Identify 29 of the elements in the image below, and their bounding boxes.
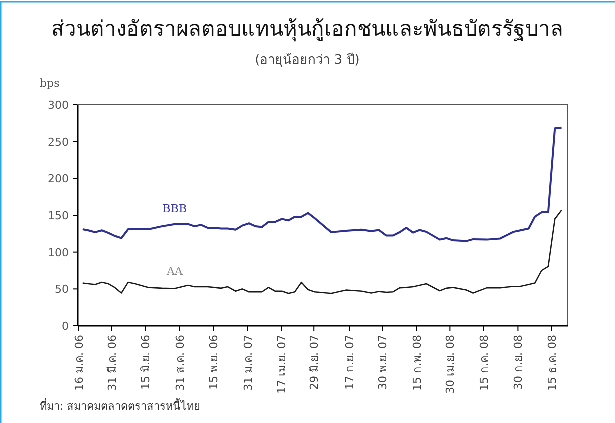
- x-tick-label: 30 เม.ย. 08: [444, 335, 458, 394]
- y-tick-label: 100: [48, 246, 69, 260]
- text: ที่มา: สมาคมตลาดตราสารหนี้ไทย: [40, 398, 200, 413]
- y-axis-title: bps: [40, 77, 60, 90]
- x-tick-label: 17 เม.ย. 07: [276, 335, 289, 394]
- line-series: [82, 126, 563, 242]
- x-tick-label: 15 ก.ค. 08: [478, 335, 491, 391]
- x-tick-label: 15 ธ.ค. 08: [546, 335, 559, 391]
- x-tick-label: 30 ก.ย. 08: [512, 335, 526, 390]
- x-tick-label: 31 มี.ค. 06: [106, 335, 119, 391]
- x-tick-label: 15 มิ.ย. 06: [140, 335, 153, 390]
- y-tick-label: 50: [55, 283, 69, 296]
- y-tick-label: 250: [48, 136, 69, 149]
- y-tick-label: 300: [48, 99, 69, 112]
- chart-title: ส่วนต่างอัตราผลตอบแทนหุ้นกู้เอกชนและพันธบัตรรัฐบาล: [52, 17, 564, 42]
- x-tick-label: 15 พ.ย. 06: [208, 335, 221, 390]
- y-tick-label: 0: [62, 320, 69, 333]
- y-tick-label: 200: [48, 172, 69, 186]
- x-tick-label: 31 ม.ค. 07: [242, 335, 255, 391]
- x-tick-label: 17 ก.ย. 07: [344, 335, 357, 390]
- x-tick-label: 29 มิ.ย. 07: [308, 335, 322, 390]
- series-label: AA: [166, 264, 184, 278]
- chart-subtitle: (อายุน้อยกว่า 3 ปี): [255, 52, 360, 68]
- x-tick-label: 30 พ.ย. 07: [376, 335, 390, 390]
- x-tick-label: 15 ก.พ. 08: [410, 335, 424, 391]
- series-label: BBB: [162, 202, 188, 216]
- x-tick-label: 16 ม.ค. 06: [72, 335, 86, 391]
- x-tick-label: 31 ส.ค. 06: [174, 335, 187, 391]
- y-tick-label: 150: [48, 210, 69, 222]
